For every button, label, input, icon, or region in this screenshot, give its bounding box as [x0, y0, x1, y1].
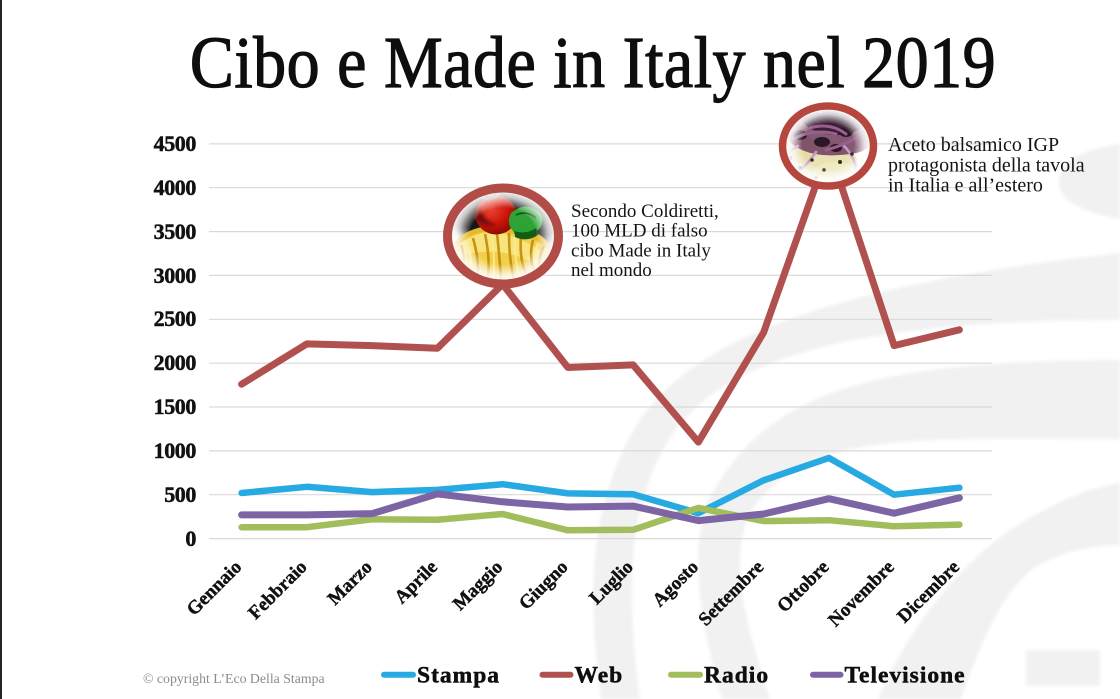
svg-text:0: 0	[185, 526, 196, 551]
svg-text:protagonista della tavola: protagonista della tavola	[888, 155, 1085, 177]
svg-text:cibo Made in Italy: cibo Made in Italy	[571, 240, 711, 261]
svg-text:Dicembre: Dicembre	[893, 557, 964, 628]
svg-text:1500: 1500	[154, 394, 197, 419]
svg-text:Maggio: Maggio	[449, 557, 507, 615]
svg-text:in Italia e all’estero: in Italia e all’estero	[888, 175, 1043, 197]
svg-text:2500: 2500	[154, 306, 197, 331]
svg-text:Settembre: Settembre	[695, 557, 769, 631]
svg-text:nel mondo: nel mondo	[571, 260, 652, 281]
svg-text:Gennaio: Gennaio	[183, 557, 246, 620]
svg-text:Aceto balsamico IGP: Aceto balsamico IGP	[888, 134, 1059, 156]
svg-text:© copyright L’Eco Della Stampa: © copyright L’Eco Della Stampa	[143, 671, 325, 686]
svg-text:4500: 4500	[154, 131, 197, 156]
svg-text:Aprile: Aprile	[391, 557, 442, 608]
svg-text:Luglio: Luglio	[585, 557, 637, 609]
svg-text:Novembre: Novembre	[824, 557, 898, 631]
svg-text:Febbraio: Febbraio	[244, 557, 311, 624]
svg-text:1000: 1000	[154, 438, 197, 463]
svg-text:Web: Web	[575, 663, 624, 689]
svg-text:4000: 4000	[154, 175, 197, 200]
svg-text:Secondo Coldiretti,: Secondo Coldiretti,	[571, 201, 719, 222]
svg-text:2000: 2000	[154, 350, 197, 375]
svg-text:3000: 3000	[154, 263, 197, 288]
svg-text:Agosto: Agosto	[649, 557, 703, 611]
svg-text:Stampa: Stampa	[417, 663, 500, 689]
svg-text:Marzo: Marzo	[324, 557, 377, 610]
svg-text:500: 500	[164, 482, 196, 507]
svg-text:Radio: Radio	[704, 663, 769, 689]
svg-text:Ottobre: Ottobre	[773, 557, 833, 617]
svg-text:Televisione: Televisione	[845, 663, 966, 689]
svg-text:Giugno: Giugno	[515, 557, 572, 614]
svg-text:3500: 3500	[154, 219, 197, 244]
svg-text:100 MLD di falso: 100 MLD di falso	[571, 221, 708, 242]
